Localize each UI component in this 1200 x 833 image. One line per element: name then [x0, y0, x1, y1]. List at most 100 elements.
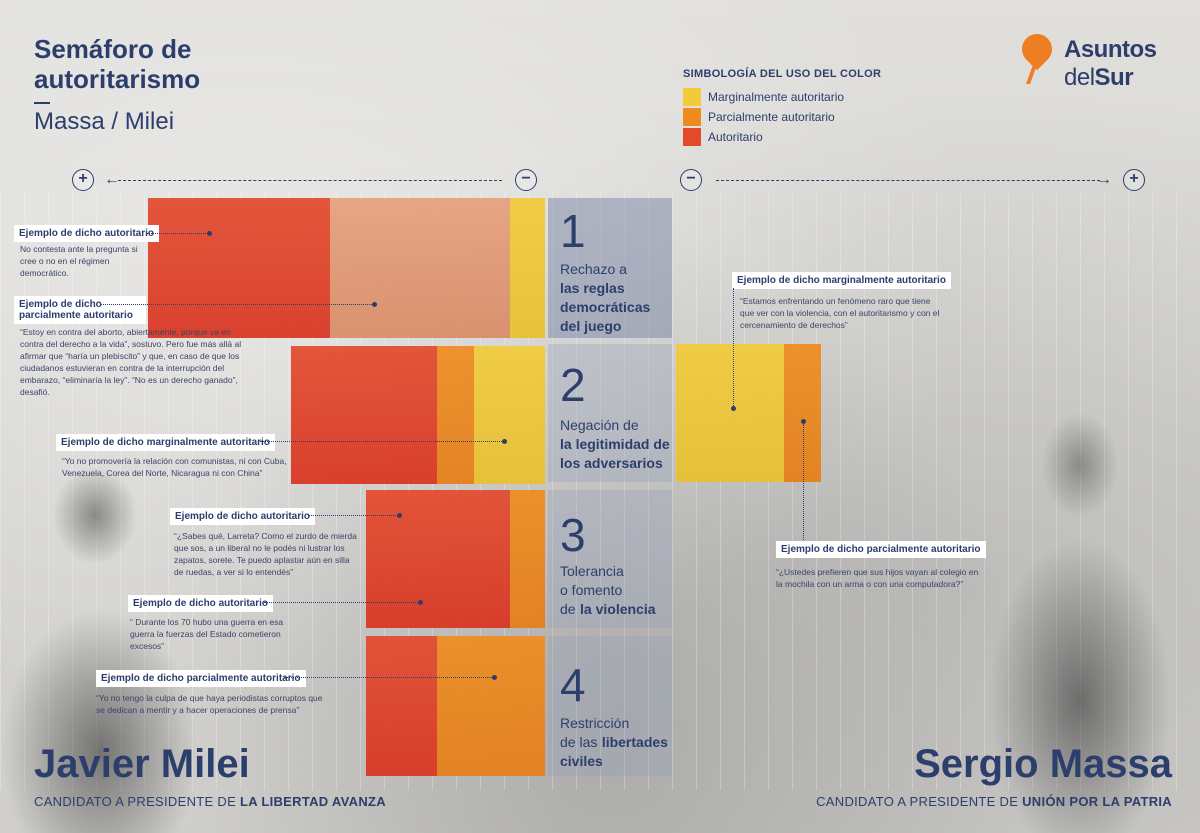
- massa-name: Sergio Massa: [914, 742, 1172, 786]
- category-2-number: 2: [560, 359, 586, 411]
- massa-party: UNIÓN POR LA PATRIA: [1022, 794, 1172, 809]
- logo-text-sur: Sur: [1094, 64, 1134, 91]
- milei-role: CANDIDATO A PRESIDENTE DE LA LIBERTAD AV…: [34, 794, 386, 809]
- category-4-line1: Restricción: [560, 715, 630, 731]
- category-1-line3: democráticas: [560, 299, 651, 315]
- legend-swatch-partial: [683, 108, 701, 126]
- category-4-line3: libertades: [601, 734, 668, 750]
- category-1-box: 1 Rechazo a las reglas democráticas del …: [548, 198, 672, 338]
- axis-left-minus-icon: −: [515, 169, 537, 191]
- axis-right-line: [716, 180, 1100, 181]
- milei-example-3-connector: [260, 441, 504, 442]
- milei-bar-3-partial: [510, 490, 545, 628]
- milei-example-5-connector: [264, 602, 420, 603]
- massa-example-1-label: Ejemplo de dicho marginalmente autoritar…: [732, 272, 951, 289]
- milei-example-4-label: Ejemplo de dicho autoritario: [170, 508, 316, 525]
- massa-bar-2-marginal: [676, 344, 784, 482]
- category-3-line1: Tolerancia: [560, 563, 624, 579]
- milei-example-1-connector: [146, 233, 208, 234]
- legend-swatch-marginal: [683, 88, 701, 106]
- category-4-number: 4: [560, 659, 586, 711]
- milei-example-6-quote: “Yo no tengo la culpa de que haya period…: [96, 693, 323, 715]
- massa-example-1-dot: [731, 406, 736, 411]
- axis-right-minus-icon: −: [680, 169, 702, 191]
- category-2-text: Negación de la legitimidad de los advers…: [560, 416, 670, 473]
- logo-text-line1: Asuntos: [1064, 36, 1157, 63]
- logo-text-del: del: [1064, 64, 1095, 91]
- milei-example-5-label: Ejemplo de dicho autoritario: [128, 595, 274, 612]
- milei-example-5-quote: “ Durante los 70 hubo una guerra en esa …: [130, 617, 284, 651]
- category-1-number: 1: [560, 205, 586, 257]
- milei-bar-3-authoritarian: [366, 490, 510, 628]
- legend-title: SIMBOLOGÍA DEL USO DEL COLOR: [683, 68, 882, 80]
- category-3-line4: la violencia: [580, 601, 656, 617]
- category-2-line1: Negación de: [560, 417, 639, 433]
- massa-example-2-quote: “¿Ustedes prefieren que sus hijos vayan …: [776, 567, 979, 589]
- axis-left-line: [118, 180, 502, 181]
- category-4-line4: civiles: [560, 753, 603, 769]
- massa-example-2-label: Ejemplo de dicho parcialmente autoritari…: [776, 541, 986, 558]
- category-2-box: 2 Negación de la legitimidad de los adve…: [548, 344, 672, 482]
- milei-example-6-connector: [284, 677, 494, 678]
- page-title: Semáforo de autoritarismo: [34, 34, 201, 94]
- category-1-line1: Rechazo a: [560, 261, 627, 277]
- milei-party: LA LIBERTAD AVANZA: [239, 794, 386, 809]
- category-1-text: Rechazo a las reglas democráticas del ju…: [560, 260, 650, 336]
- category-2-line3: los adversarios: [560, 455, 663, 471]
- massa-role: CANDIDATO A PRESIDENTE DE UNIÓN POR LA P…: [816, 794, 1172, 809]
- title-divider: [34, 102, 50, 104]
- category-3-line2: o fomento: [560, 582, 623, 598]
- milei-example-2-label: Ejemplo de dicho parcialmente autoritari…: [14, 296, 146, 324]
- massa-example-1-connector: [733, 288, 734, 408]
- milei-bar-2-partial: [437, 346, 474, 484]
- axis-left-plus-icon: +: [72, 169, 94, 191]
- legend-label-marginal: Marginalmente autoritario: [708, 90, 845, 104]
- category-4-line2: de las: [560, 734, 598, 750]
- logo-text-line2: delSur: [1064, 64, 1134, 92]
- milei-bar-4-authoritarian: [366, 636, 437, 776]
- legend-label-partial: Parcialmente autoritario: [708, 110, 835, 124]
- milei-example-1-label: Ejemplo de dicho autoritario: [14, 225, 160, 242]
- milei-example-1-quote: No contesta ante la pregunta si cree o n…: [20, 244, 138, 278]
- massa-example-2-connector: [803, 424, 804, 548]
- milei-example-3-quote: “Yo no promovería la relación con comuni…: [62, 456, 287, 478]
- milei-example-4-quote: “¿Sabes qué, Larreta? Como el zurdo de m…: [174, 531, 357, 577]
- milei-bar-1-marginal: [510, 198, 545, 338]
- category-4-box: 4 Restricción de las libertades civiles: [548, 636, 672, 776]
- category-3-text: Tolerancia o fomento de la violencia: [560, 562, 656, 619]
- milei-bar-2-authoritarian: [291, 346, 437, 484]
- category-1-line4: del juego: [560, 318, 622, 334]
- milei-name: Javier Milei: [34, 742, 250, 786]
- milei-bar-2-marginal: [474, 346, 545, 484]
- milei-example-2-dot: [372, 302, 377, 307]
- milei-role-prefix: CANDIDATO A PRESIDENTE DE: [34, 794, 237, 809]
- massa-role-prefix: CANDIDATO A PRESIDENTE DE: [816, 794, 1019, 809]
- category-4-text: Restricción de las libertades civiles: [560, 714, 668, 771]
- milei-example-5-dot: [418, 600, 423, 605]
- milei-example-6-dot: [492, 675, 497, 680]
- axis-right-arrow-icon: →: [1096, 171, 1112, 188]
- category-3-box: 3 Tolerancia o fomento de la violencia: [548, 490, 672, 628]
- milei-photo: [0, 420, 300, 833]
- milei-example-2-quote: “Estoy en contra del aborto, abiertament…: [20, 327, 242, 397]
- category-3-number: 3: [560, 509, 586, 561]
- massa-photo: [960, 380, 1200, 833]
- milei-example-3-label: Ejemplo de dicho marginalmente autoritar…: [56, 434, 275, 451]
- page-subtitle: Massa / Milei: [34, 108, 175, 135]
- milei-example-4-dot: [397, 513, 402, 518]
- massa-bar-2-partial: [784, 344, 821, 482]
- milei-example-1-dot: [207, 231, 212, 236]
- massa-example-1-quote: “Estamos enfrentando un fenómeno raro qu…: [740, 296, 940, 330]
- axis-right-plus-icon: +: [1123, 169, 1145, 191]
- axis-left-arrow-icon: ←: [104, 171, 120, 188]
- milei-bar-1-authoritarian: [148, 198, 330, 338]
- category-1-line2: las reglas: [560, 280, 625, 296]
- legend-label-authoritarian: Autoritario: [708, 130, 763, 144]
- milei-example-6-label: Ejemplo de dicho parcialmente autoritari…: [96, 670, 306, 687]
- milei-example-4-connector: [308, 515, 398, 516]
- category-3-line3: de: [560, 601, 576, 617]
- milei-example-3-dot: [502, 439, 507, 444]
- milei-bar-4-partial: [437, 636, 545, 776]
- legend-swatch-authoritarian: [683, 128, 701, 146]
- massa-example-2-dot: [801, 419, 806, 424]
